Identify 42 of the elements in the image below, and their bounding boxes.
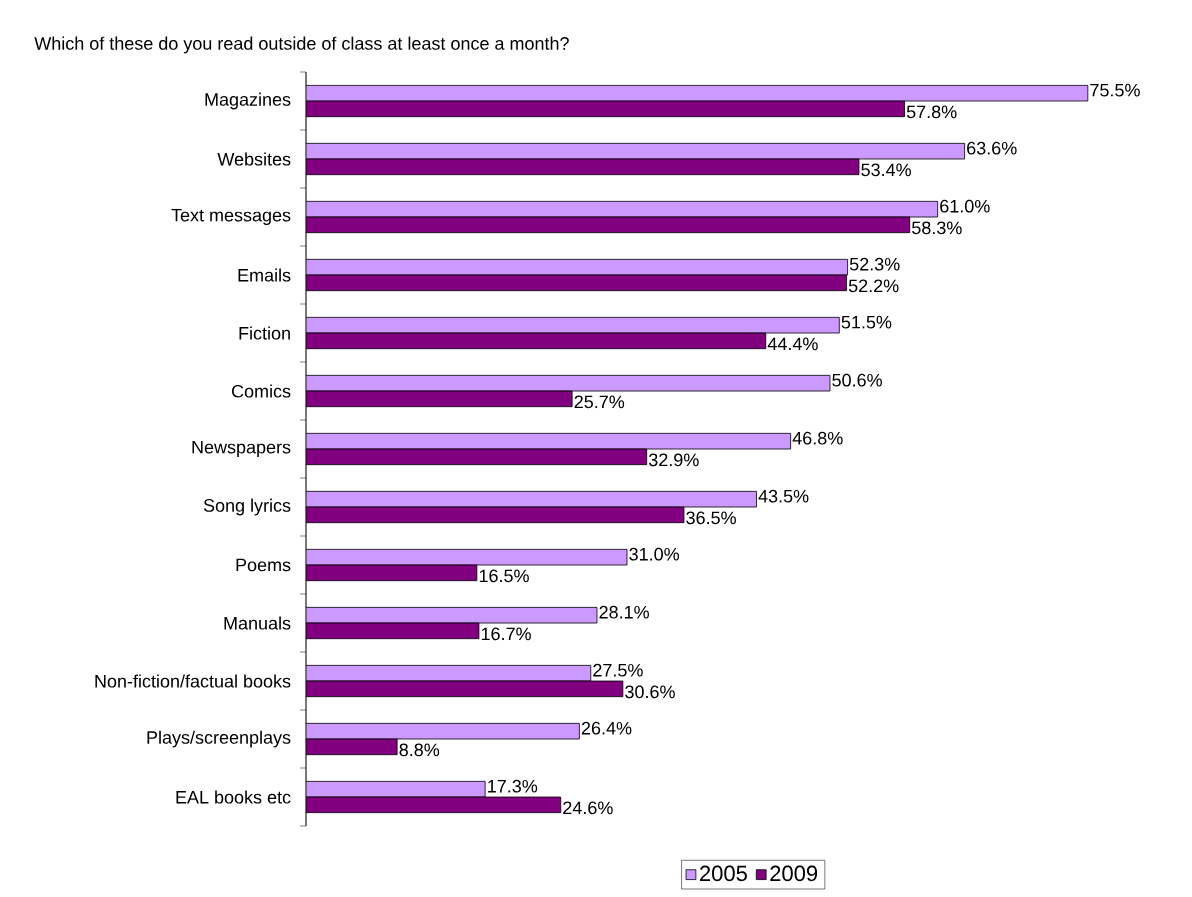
y-tick-label: EAL books etc (176, 790, 291, 804)
y-tick-label: Non-fiction/factual books (95, 674, 291, 688)
data-label: 27.5% (593, 663, 643, 677)
data-label: 31.0% (629, 547, 680, 561)
data-label: 16.7% (481, 627, 531, 641)
data-label: 52.3% (849, 257, 900, 271)
data-label: 61.0% (940, 199, 990, 213)
data-label: 57.8% (906, 105, 957, 119)
data-label: 16.5% (479, 569, 529, 583)
y-tick-label: Websites (217, 152, 291, 166)
data-label: 53.4% (861, 163, 911, 177)
data-label: 8.8% (399, 743, 440, 757)
y-tick-label: Emails (238, 268, 291, 282)
y-tick-label: Poems (236, 558, 291, 572)
data-label: 36.5% (686, 511, 736, 525)
data-label: 28.1% (599, 605, 649, 619)
legend-label: 2005 (700, 865, 747, 882)
data-label: 30.6% (625, 685, 675, 699)
data-label: 32.9% (648, 453, 699, 467)
data-label: 50.6% (832, 373, 882, 387)
y-tick-label: Manuals (224, 616, 291, 630)
chart-title: Which of these do you read outside of class at least once a month? (34, 36, 569, 54)
y-tick-label: Fiction (239, 326, 290, 340)
data-label: 51.5% (841, 315, 892, 329)
y-tick-label: Text messages (171, 208, 291, 226)
y-tick-label: Comics (231, 384, 291, 398)
data-label: 43.5% (758, 489, 809, 503)
y-tick-label: Plays/screenplays (147, 730, 291, 748)
data-label: 24.6% (563, 801, 613, 815)
data-label: 52.2% (848, 279, 899, 293)
data-label: 25.7% (574, 395, 625, 409)
data-label: 26.4% (581, 721, 632, 735)
y-tick-label: Song lyrics (203, 498, 291, 516)
y-tick-label: Newspapers (192, 440, 291, 458)
legend-label: 2009 (770, 865, 818, 882)
data-label: 58.3% (912, 221, 962, 235)
data-label: 63.6% (967, 141, 1017, 155)
data-label: 17.3% (488, 779, 538, 793)
y-tick-label: Magazines (205, 92, 291, 110)
data-label: 46.8% (792, 431, 843, 445)
data-label: 75.5% (1090, 83, 1140, 97)
data-label: 44.4% (767, 337, 818, 351)
